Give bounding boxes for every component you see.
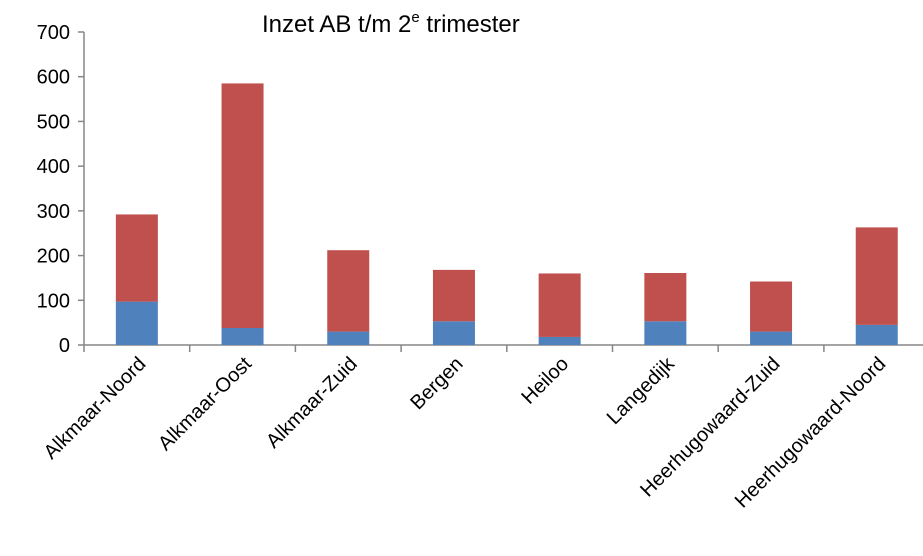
bar-segment-series-1 (644, 321, 687, 345)
y-ticks: 0 100 200 300 400 500 600 700 (37, 22, 84, 357)
chart-title-superscript: e (411, 9, 419, 26)
bar-segment-series-1 (432, 321, 475, 345)
bar-segment-series-2 (327, 250, 370, 332)
y-tick-label: 400 (37, 156, 70, 178)
bar-segment-series-1 (855, 324, 898, 345)
bar-segment-series-1 (538, 336, 581, 345)
bar-segment-series-2 (644, 273, 687, 322)
y-tick-label: 700 (37, 22, 70, 44)
y-tick-label: 200 (37, 246, 70, 268)
bar-segment-series-2 (432, 269, 475, 322)
x-category-label: Alkmaar-Oost (154, 353, 256, 455)
bar-segment-series-2 (855, 227, 898, 325)
x-ticks (83, 345, 825, 352)
bar-segment-series-2 (750, 281, 793, 332)
chart-title: Inzet AB t/m 2e trimester (262, 9, 520, 38)
category-labels: Alkmaar-Noord Alkmaar-Oost Alkmaar-Zuid Ber… (40, 352, 891, 512)
x-category-label: Heiloo (518, 353, 574, 409)
bar-segment-series-1 (221, 328, 264, 345)
x-category-label: Langedijk (603, 352, 680, 429)
bar-segment-series-1 (327, 331, 370, 345)
y-tick-label: 300 (37, 201, 70, 223)
bar-segment-series-1 (115, 301, 158, 345)
x-category-label: Alkmaar-Zuid (262, 353, 362, 453)
y-tick-label: 0 (59, 335, 70, 357)
bars (115, 83, 898, 345)
y-tick-label: 500 (37, 111, 70, 133)
y-tick-label: 600 (37, 67, 70, 89)
x-category-label: Alkmaar-Noord (40, 353, 151, 464)
chart-title-rest: trimester (420, 11, 520, 38)
bar-segment-series-2 (538, 273, 581, 337)
x-category-label: Bergen (406, 353, 467, 414)
y-tick-label: 100 (37, 290, 70, 312)
chart-title-main: Inzet AB t/m 2 (262, 11, 411, 38)
bar-segment-series-1 (750, 331, 793, 345)
bar-segment-series-2 (221, 83, 264, 329)
bar-segment-series-2 (115, 214, 158, 302)
